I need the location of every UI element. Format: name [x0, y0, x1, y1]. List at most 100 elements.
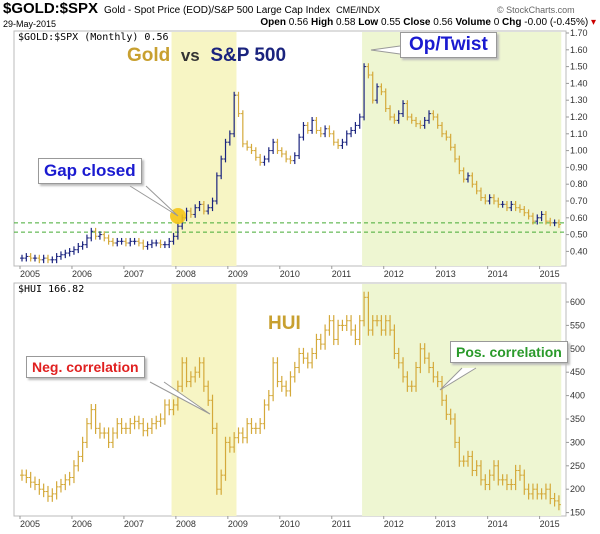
price-bar [288, 371, 293, 397]
price-bar [314, 117, 319, 134]
price-bar [80, 436, 85, 463]
price-bar [80, 241, 85, 250]
x-tick-label: 2005 [20, 519, 40, 529]
price-bar [500, 201, 505, 208]
price-bar [76, 450, 81, 472]
y-tick-label: 1.50 [570, 62, 588, 72]
price-bar [71, 460, 76, 484]
price-bar [32, 254, 37, 262]
price-bar [223, 138, 228, 163]
x-tick-label: 2014 [488, 269, 508, 279]
x-tick-label: 2007 [124, 269, 144, 279]
price-bar [102, 231, 107, 242]
price-bar [84, 234, 89, 249]
price-bar [67, 248, 72, 257]
price-bar [331, 315, 336, 346]
price-bar [37, 478, 42, 495]
price-bar [539, 211, 544, 222]
price-bar [20, 254, 24, 262]
price-bar [392, 324, 397, 360]
price-bar [141, 418, 146, 437]
x-tick-label: 2011 [332, 519, 351, 529]
price-bar [496, 197, 501, 208]
price-bar [396, 110, 401, 124]
price-bar [305, 352, 310, 369]
price-bar [45, 254, 50, 264]
x-tick-label: 2015 [540, 269, 560, 279]
price-bar [58, 251, 63, 260]
price-bar [193, 204, 198, 218]
price-bar [357, 113, 362, 129]
price-bar [357, 315, 362, 346]
price-bar [119, 418, 124, 434]
price-bar [63, 474, 68, 491]
price-bar [301, 347, 306, 364]
price-bar [409, 113, 414, 124]
y-tick-label: 1.10 [570, 129, 588, 139]
price-bar [89, 227, 94, 242]
y-tick-label: 250 [570, 461, 585, 471]
price-bar [522, 206, 527, 217]
price-bar [526, 209, 531, 220]
price-bar [41, 254, 46, 264]
price-bar [422, 343, 427, 364]
y-tick-label: 1.00 [570, 146, 588, 156]
price-bar [258, 418, 263, 434]
price-bar [487, 194, 492, 205]
price-bar [110, 237, 115, 247]
price-bar [145, 422, 150, 437]
price-bar [318, 127, 323, 138]
exchange: CME/INDX [336, 5, 381, 15]
x-tick-label: 2012 [384, 519, 404, 529]
price-bar [102, 427, 107, 439]
price-bar [543, 483, 548, 500]
price-bar [405, 100, 410, 121]
gap-closed-annotation: Gap closed [38, 158, 142, 184]
x-tick-label: 2005 [20, 269, 40, 279]
x-tick-label: 2010 [280, 519, 300, 529]
price-bar [349, 315, 354, 336]
price-bar [431, 361, 436, 383]
shaded-period [362, 284, 562, 516]
price-bar [275, 357, 280, 388]
price-bar [483, 194, 488, 205]
price-bar [509, 478, 514, 491]
price-bar [474, 180, 479, 195]
price-bar [149, 418, 154, 434]
price-bar [50, 488, 55, 502]
price-bar [478, 187, 483, 201]
x-tick-label: 2006 [72, 269, 92, 279]
price-bar [258, 153, 263, 166]
y-tick-label: 1.30 [570, 95, 588, 105]
price-bar [396, 347, 401, 369]
price-bar [210, 394, 215, 434]
price-bar [448, 133, 453, 151]
price-bar [548, 217, 553, 227]
price-bar [530, 212, 535, 225]
price-bar [279, 375, 284, 392]
price-bar [201, 201, 206, 215]
price-bar [327, 315, 332, 336]
price-bar [418, 120, 423, 129]
price-bar [97, 422, 102, 439]
price-bar [388, 105, 393, 121]
price-bar [526, 483, 531, 500]
price-bar [383, 315, 388, 336]
x-tick-label: 2011 [332, 269, 351, 279]
price-bar [262, 155, 267, 166]
price-bar [336, 138, 341, 149]
price-bar [54, 481, 59, 500]
y-tick-label: 1.40 [570, 78, 588, 88]
price-bar [128, 418, 133, 434]
price-bar [440, 375, 445, 406]
chart-title: Gold vs S&P 500 [127, 45, 287, 66]
price-bar [132, 237, 137, 245]
price-bar [444, 394, 449, 420]
y-tick-label: 350 [570, 414, 585, 424]
price-bar [448, 408, 453, 425]
price-bar [136, 237, 141, 247]
price-bar [297, 133, 302, 159]
price-bar [106, 427, 111, 449]
price-bar [418, 343, 423, 374]
price-bar [154, 239, 159, 247]
